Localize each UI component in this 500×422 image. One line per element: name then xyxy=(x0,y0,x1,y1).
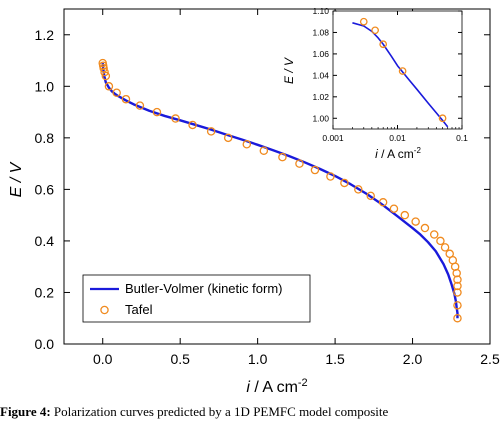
main-data-point xyxy=(135,101,145,110)
main-data-point xyxy=(400,210,410,220)
main-data-point xyxy=(278,152,287,162)
inset-y-tick-label: 1.08 xyxy=(312,27,329,37)
main-data-point xyxy=(453,281,462,291)
inset-axis-ticks: 0.001 0.01 0.1 1.00 1.02 1.04 1.06 1.08 1.10 xyxy=(312,6,468,143)
inset-y-tick-label: 1.10 xyxy=(312,6,329,16)
main-data-point xyxy=(171,114,180,123)
main-data-point xyxy=(411,217,420,226)
main-data-point xyxy=(206,127,216,136)
inset-y-axis-title: E / V xyxy=(282,57,296,84)
main-series-layer xyxy=(98,58,462,323)
main-data-point xyxy=(188,120,197,130)
main-data-point xyxy=(326,172,335,181)
main-data-point xyxy=(310,165,320,175)
inset-y-tick-label: 1.00 xyxy=(312,113,329,123)
main-y-tick-label: 1.0 xyxy=(35,78,55,94)
main-data-point xyxy=(436,236,445,246)
main-data-point xyxy=(295,159,304,168)
inset-data-point xyxy=(438,114,447,123)
legend-label-tafel: Tafel xyxy=(125,302,153,317)
inset-y-tick-label: 1.06 xyxy=(312,49,329,59)
main-data-point xyxy=(453,313,462,323)
main-data-point xyxy=(453,288,462,297)
legend-marker-swatch xyxy=(100,305,109,315)
figure-caption-text: Polarization curves predicted by a 1D PE… xyxy=(50,404,389,419)
figure-caption: Figure 4: Polarization curves predicted … xyxy=(0,404,500,422)
main-x-tick-label: 0.5 xyxy=(170,351,190,367)
main-y-axis-title: E / V xyxy=(8,161,25,197)
main-data-point xyxy=(366,191,375,201)
main-data-point xyxy=(100,67,109,77)
main-y-tick-label: 0.0 xyxy=(35,336,55,352)
main-data-point xyxy=(453,301,462,310)
main-y-tick-label: 0.4 xyxy=(35,233,55,249)
inset-data-point xyxy=(359,17,368,26)
figure-caption-label: Figure 4: xyxy=(0,404,51,419)
main-y-tick-label: 0.2 xyxy=(35,284,55,300)
main-data-point xyxy=(259,146,269,155)
inset-x-tick-label: 0.1 xyxy=(456,133,468,143)
inset-y-tick-label: 1.04 xyxy=(312,70,329,80)
main-y-tick-label: 1.2 xyxy=(35,27,55,43)
inset-y-tick-label: 1.02 xyxy=(312,92,329,102)
main-data-point xyxy=(420,223,430,233)
inset-x-axis-title: i / A cm-2 xyxy=(375,146,421,161)
polarization-chart: 0.0 0.5 1.0 1.5 2.0 2.50.00.20.40.60.81.01.2 … xyxy=(8,6,500,396)
main-x-tick-label: 2.5 xyxy=(480,351,500,367)
inset-x-tick-label: 0.01 xyxy=(389,133,406,143)
main-data-point xyxy=(452,268,461,278)
main-data-point xyxy=(440,243,450,252)
main-data-point xyxy=(340,178,349,188)
main-x-axis-title: i / A cm-2 xyxy=(246,377,307,396)
main-y-tick-label: 0.8 xyxy=(35,130,55,146)
main-x-tick-label: 2.0 xyxy=(403,351,423,367)
main-x-tick-label: 1.5 xyxy=(325,351,345,367)
legend-label-butler-volmer: Butler-Volmer (kinetic form) xyxy=(125,281,282,296)
main-data-point xyxy=(453,275,462,284)
inset-data-point xyxy=(371,26,379,35)
main-data-point xyxy=(152,107,162,117)
main-data-point xyxy=(242,140,252,149)
legend-box xyxy=(82,274,311,323)
main-axis-ticks: 0.0 0.5 1.0 1.5 2.0 2.5 0.0 0.2 0.4 0.6 0.8 1.0 1.2 xyxy=(35,9,500,367)
main-data-point xyxy=(354,185,363,194)
main-x-tick-label: 1.0 xyxy=(248,351,268,367)
main-data-point xyxy=(101,71,111,81)
inset-data-point xyxy=(379,40,388,49)
main-data-point xyxy=(389,204,399,213)
main-y-tick-label: 0.6 xyxy=(35,181,55,197)
inset-data-point xyxy=(398,67,407,75)
main-data-point xyxy=(99,64,108,73)
legend: Butler-Volmer (kinetic form) Tafel xyxy=(82,274,311,323)
main-plot-frame xyxy=(63,8,491,345)
main-x-tick-label: 0.0 xyxy=(93,351,113,367)
main-data-point xyxy=(429,230,439,239)
inset-plot-frame xyxy=(332,10,463,130)
main-data-point xyxy=(223,133,233,143)
inset-series-layer xyxy=(352,17,449,128)
main-data-point xyxy=(104,82,114,91)
inset-x-tick-label: 0.001 xyxy=(322,133,344,143)
main-data-point xyxy=(121,94,131,104)
main-data-point xyxy=(378,198,388,207)
main-data-point xyxy=(112,88,121,98)
